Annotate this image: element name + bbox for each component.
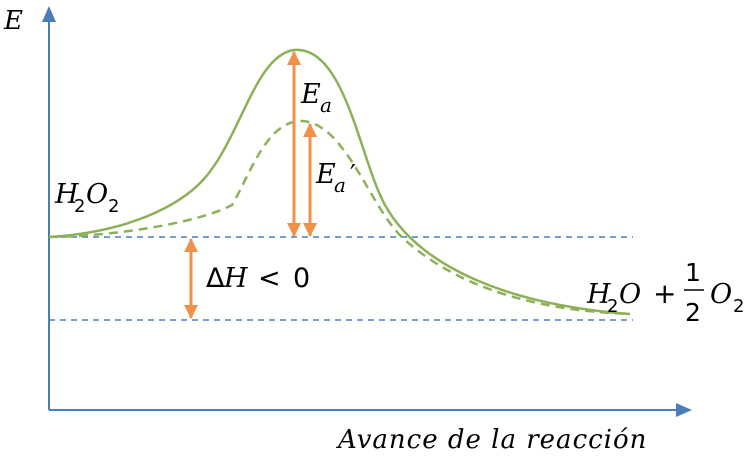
svg-text:H: H bbox=[54, 179, 79, 210]
svg-text:O: O bbox=[619, 279, 641, 310]
svg-text:′: ′ bbox=[350, 160, 356, 190]
activation-energy-label: E a bbox=[300, 79, 332, 117]
svg-text:0: 0 bbox=[293, 263, 310, 294]
svg-text:Δ: Δ bbox=[206, 263, 225, 294]
reactant-label: H 2 O 2 bbox=[54, 179, 119, 217]
svg-text:<: < bbox=[258, 263, 281, 294]
svg-text:a: a bbox=[334, 173, 346, 197]
svg-text:a: a bbox=[320, 93, 332, 117]
svg-text:2: 2 bbox=[685, 298, 701, 327]
svg-text:2: 2 bbox=[108, 196, 119, 217]
x-axis-label: Avance de la reacción bbox=[336, 425, 647, 455]
x-axis-arrow-icon bbox=[676, 403, 692, 417]
uncatalyzed-curve bbox=[48, 48, 631, 316]
svg-text:2: 2 bbox=[74, 196, 85, 217]
catalyzed-activation-energy-label: E a ′ bbox=[315, 159, 356, 197]
svg-text:E: E bbox=[300, 79, 321, 110]
svg-text:O: O bbox=[86, 179, 108, 210]
svg-text:2: 2 bbox=[733, 296, 744, 317]
y-axis-label: E bbox=[3, 6, 23, 36]
svg-text:+: + bbox=[653, 277, 676, 310]
y-axis-arrow-icon bbox=[42, 6, 56, 22]
svg-text:O: O bbox=[710, 279, 732, 310]
svg-text:1: 1 bbox=[685, 258, 701, 287]
catalyzed-curve bbox=[48, 119, 631, 316]
products-label: H 2 O + 1 2 O 2 bbox=[586, 258, 744, 327]
enthalpy-label: Δ H < 0 bbox=[206, 263, 310, 294]
svg-text:H: H bbox=[223, 263, 248, 294]
svg-text:2: 2 bbox=[607, 296, 618, 317]
svg-text:H: H bbox=[586, 279, 611, 310]
svg-text:E: E bbox=[315, 159, 336, 190]
